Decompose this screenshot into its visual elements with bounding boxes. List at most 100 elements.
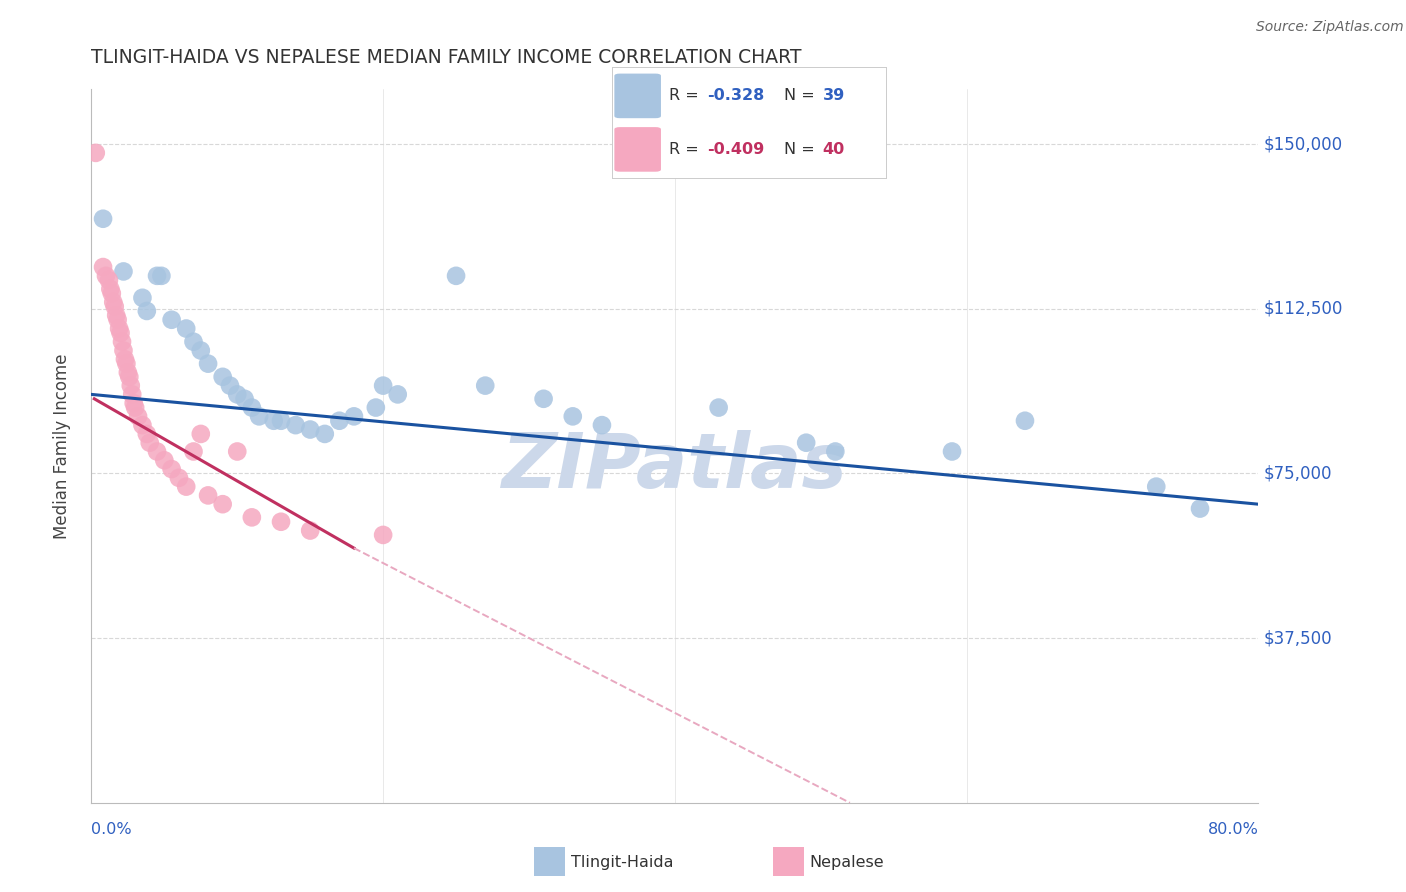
Point bbox=[105, 309, 128, 323]
Point bbox=[127, 409, 149, 424]
Point bbox=[226, 387, 249, 401]
Point bbox=[794, 435, 817, 450]
Text: $150,000: $150,000 bbox=[1264, 135, 1343, 153]
Text: N =: N = bbox=[785, 87, 820, 103]
Point bbox=[190, 426, 212, 441]
Point bbox=[824, 444, 846, 458]
Point bbox=[174, 321, 197, 335]
Point bbox=[117, 366, 139, 380]
Point bbox=[1144, 480, 1167, 494]
Point bbox=[146, 268, 169, 283]
Point bbox=[941, 444, 963, 458]
Point bbox=[240, 510, 263, 524]
Point bbox=[707, 401, 730, 415]
Point bbox=[118, 369, 141, 384]
Point bbox=[226, 444, 249, 458]
Text: Nepalese: Nepalese bbox=[810, 855, 884, 870]
Point bbox=[135, 304, 157, 318]
Point bbox=[160, 462, 183, 476]
Text: -0.409: -0.409 bbox=[707, 142, 765, 157]
Point bbox=[197, 357, 219, 371]
Text: N =: N = bbox=[785, 142, 820, 157]
Point bbox=[284, 418, 307, 433]
Point bbox=[591, 418, 613, 433]
Point bbox=[153, 453, 176, 467]
Point bbox=[121, 387, 143, 401]
Point bbox=[91, 211, 114, 226]
Point bbox=[103, 295, 125, 310]
Point bbox=[101, 286, 124, 301]
Point bbox=[112, 343, 135, 358]
Point bbox=[183, 444, 205, 458]
Point bbox=[314, 426, 336, 441]
Point bbox=[160, 312, 183, 326]
Point bbox=[84, 145, 107, 160]
Text: R =: R = bbox=[669, 142, 704, 157]
Point bbox=[197, 488, 219, 502]
Point bbox=[247, 409, 270, 424]
Point bbox=[110, 326, 132, 340]
Point bbox=[150, 268, 173, 283]
FancyBboxPatch shape bbox=[614, 128, 661, 171]
Point bbox=[131, 291, 153, 305]
Point bbox=[219, 378, 242, 392]
Y-axis label: Median Family Income: Median Family Income bbox=[52, 353, 70, 539]
Point bbox=[444, 268, 467, 283]
Point bbox=[270, 414, 292, 428]
Point bbox=[122, 396, 145, 410]
Point bbox=[98, 282, 121, 296]
Point bbox=[146, 444, 169, 458]
Text: -0.328: -0.328 bbox=[707, 87, 765, 103]
Point bbox=[299, 423, 322, 437]
Point bbox=[240, 401, 263, 415]
Point bbox=[371, 378, 394, 392]
Point bbox=[343, 409, 366, 424]
Point bbox=[561, 409, 583, 424]
Point bbox=[233, 392, 256, 406]
Point bbox=[131, 418, 153, 433]
Point bbox=[299, 524, 322, 538]
Text: TLINGIT-HAIDA VS NEPALESE MEDIAN FAMILY INCOME CORRELATION CHART: TLINGIT-HAIDA VS NEPALESE MEDIAN FAMILY … bbox=[91, 48, 801, 67]
Point bbox=[474, 378, 496, 392]
Point bbox=[124, 401, 146, 415]
Text: $75,000: $75,000 bbox=[1264, 465, 1333, 483]
Point bbox=[167, 471, 190, 485]
Point bbox=[270, 515, 292, 529]
Point bbox=[97, 273, 120, 287]
Point bbox=[111, 334, 134, 349]
Text: $37,500: $37,500 bbox=[1264, 629, 1333, 647]
Text: Tlingit-Haida: Tlingit-Haida bbox=[571, 855, 673, 870]
Text: 80.0%: 80.0% bbox=[1208, 822, 1258, 838]
Text: 40: 40 bbox=[823, 142, 845, 157]
Point bbox=[108, 321, 131, 335]
Point bbox=[115, 357, 138, 371]
Text: 39: 39 bbox=[823, 87, 845, 103]
Point bbox=[107, 312, 129, 326]
Text: R =: R = bbox=[669, 87, 704, 103]
Point bbox=[112, 264, 135, 278]
Point bbox=[138, 435, 162, 450]
Point bbox=[1014, 414, 1036, 428]
Text: ZIPatlas: ZIPatlas bbox=[502, 431, 848, 504]
Text: Source: ZipAtlas.com: Source: ZipAtlas.com bbox=[1256, 20, 1403, 34]
Point bbox=[174, 480, 197, 494]
Point bbox=[364, 401, 387, 415]
Point bbox=[104, 300, 127, 314]
Point bbox=[183, 334, 205, 349]
Point bbox=[371, 528, 394, 542]
Point bbox=[120, 378, 142, 392]
Point bbox=[211, 497, 233, 511]
Point bbox=[328, 414, 350, 428]
Point bbox=[94, 268, 117, 283]
Point bbox=[190, 343, 212, 358]
Point bbox=[135, 426, 157, 441]
Point bbox=[114, 352, 136, 367]
Point bbox=[91, 260, 114, 274]
Point bbox=[211, 369, 233, 384]
Point bbox=[387, 387, 409, 401]
Text: $112,500: $112,500 bbox=[1264, 300, 1343, 318]
FancyBboxPatch shape bbox=[614, 74, 661, 118]
Point bbox=[263, 414, 285, 428]
Text: 0.0%: 0.0% bbox=[91, 822, 132, 838]
Point bbox=[1189, 501, 1212, 516]
